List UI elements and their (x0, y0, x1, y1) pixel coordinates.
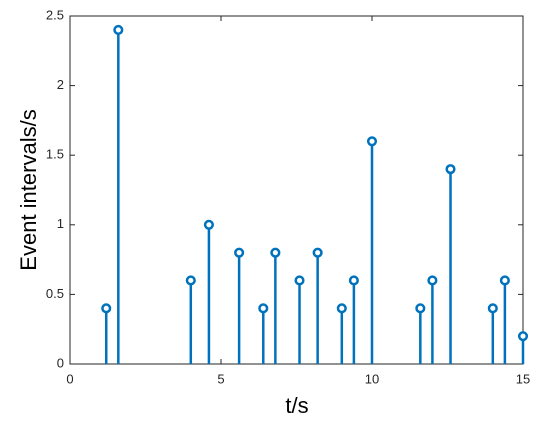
y-tick-label: 1.5 (46, 147, 64, 162)
stem-marker (366, 136, 378, 147)
stem-marker (185, 275, 196, 286)
stem-marker (270, 247, 281, 258)
stem-marker (234, 247, 245, 258)
y-tick-label: 0 (57, 355, 64, 370)
stem-marker (499, 275, 510, 286)
y-tick-label: 0.5 (46, 286, 64, 301)
stem-marker (445, 164, 456, 175)
stem-marker (312, 247, 323, 258)
y-tick-label: 1 (57, 216, 64, 231)
x-tick-label: 5 (217, 371, 224, 386)
x-tick-label: 0 (66, 371, 73, 386)
stem-marker (427, 275, 438, 286)
stem-marker (113, 24, 124, 35)
stem-marker (487, 303, 498, 314)
stem-marker (101, 303, 112, 314)
x-tick-label: 15 (516, 371, 530, 386)
stem-marker (348, 275, 359, 286)
stem-marker (517, 331, 529, 342)
plot-frame (69, 15, 524, 365)
x-axis-title: t/s (285, 393, 308, 418)
y-tick-label: 2.5 (46, 7, 64, 22)
y-axis-title: Event intervals/s (16, 109, 41, 270)
stem-marker (203, 219, 214, 230)
stem-marker (336, 303, 347, 314)
y-tick-label: 2 (57, 77, 64, 92)
x-tick-label: 10 (365, 371, 379, 386)
stem-marker (258, 303, 269, 314)
stem-marker (294, 275, 305, 286)
stem-marker (415, 303, 426, 314)
